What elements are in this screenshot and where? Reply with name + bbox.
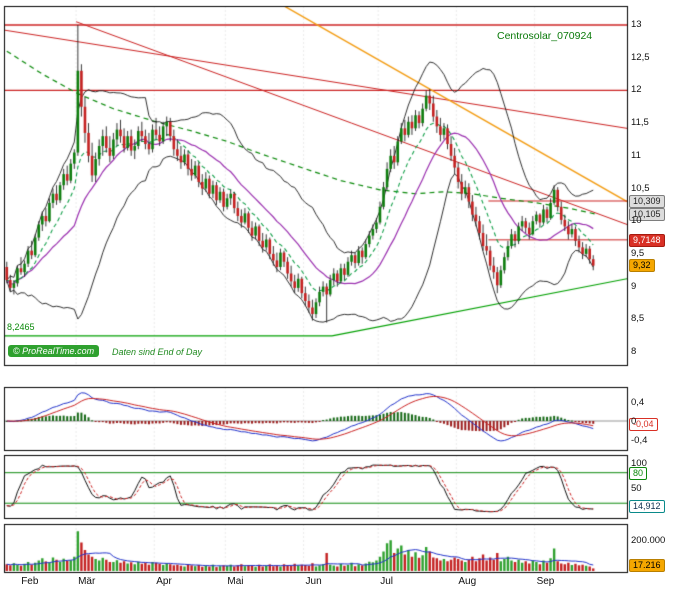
stoch-value-badge: 14,912 xyxy=(629,500,665,513)
price-level-badge-10105: 10,105 xyxy=(629,208,665,221)
main-y-axis-tick: 13 xyxy=(631,19,642,30)
x-axis-month-label: Jun xyxy=(305,576,322,587)
main-y-axis-tick: 12,5 xyxy=(631,51,650,63)
main-y-axis-tick: 10,5 xyxy=(631,182,650,194)
main-y-axis-tick: 12 xyxy=(631,84,642,96)
macd-y-axis-tick: 0,4 xyxy=(631,397,645,409)
prorealtime-copyright-badge: © ProRealTime.com xyxy=(8,345,100,357)
main-y-axis-tick: 11 xyxy=(631,149,641,161)
end-of-day-note: Daten sind End of Day xyxy=(112,347,203,357)
macd-y-axis-tick: 0 xyxy=(631,416,637,427)
main-y-axis-tick: 8 xyxy=(631,346,637,357)
stoch-y-axis-tick: 50 xyxy=(631,482,642,494)
macd-value-badge: -0,04 xyxy=(629,418,658,431)
stoch-y-axis-tick: 100 xyxy=(631,457,647,469)
x-axis-month-label: Apr xyxy=(156,576,172,587)
instrument-title: Centrosolar_070924 xyxy=(497,30,593,42)
volume-value-badge: 17.216 xyxy=(629,559,665,572)
main-y-axis-tick: 11,5 xyxy=(631,117,649,129)
x-axis-month-label: Feb xyxy=(21,576,39,587)
price-level-badge-10309: 10,309 xyxy=(629,195,665,208)
price-level-badge-97148: 9,7148 xyxy=(629,234,665,247)
x-axis-month-label: Mai xyxy=(227,576,244,587)
x-axis-month-label: Jul xyxy=(380,576,393,587)
main-y-axis-tick: 9,5 xyxy=(631,247,645,259)
stoch-level-80-badge: 80 xyxy=(629,467,648,480)
last-price-badge: 9,32 xyxy=(629,259,655,272)
main-y-axis-tick: 10 xyxy=(631,215,642,227)
support-level-label: 8,2465 xyxy=(7,322,35,332)
x-axis-month-label: Mär xyxy=(78,576,96,587)
x-axis-month-label: Aug xyxy=(458,576,477,587)
main-y-axis-tick: 8,5 xyxy=(631,313,645,325)
volume-axis-tick: 200.000 xyxy=(631,535,666,546)
main-y-axis-tick: 9 xyxy=(631,280,637,292)
x-axis-month-label: Sep xyxy=(536,576,555,587)
macd-y-axis-tick: -0,4 xyxy=(631,434,648,446)
